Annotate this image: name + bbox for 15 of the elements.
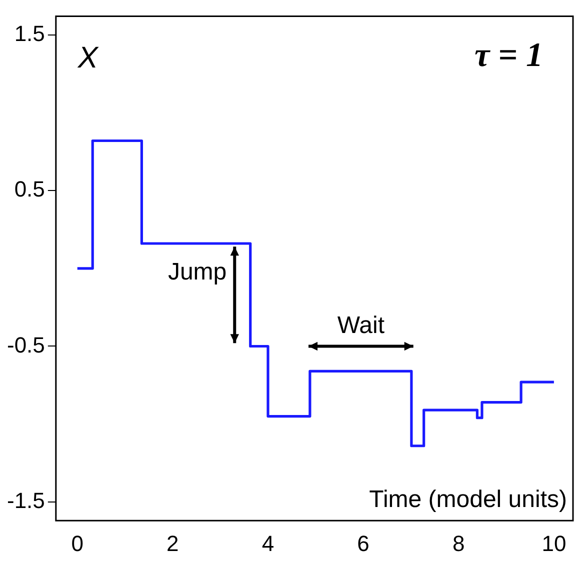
annotation: Jump	[168, 258, 227, 286]
x-tick-label: 0	[71, 530, 84, 556]
y-tick-label: -1.5	[6, 488, 45, 513]
x-tick-label: 2	[166, 530, 179, 556]
x-axis-title: Time (model units)	[369, 486, 567, 514]
y-axis-title: X	[76, 42, 99, 75]
y-tick-label: 0.5	[14, 176, 45, 202]
text: τ = 1	[474, 36, 543, 74]
x-tick-label: 6	[357, 530, 370, 556]
annotation: Wait	[337, 312, 385, 339]
x-tick-label: 10	[542, 530, 566, 556]
y-tick-label: 1.5	[14, 20, 45, 46]
x-tick-label: 4	[262, 530, 274, 556]
y-tick-label: -0.5	[6, 332, 45, 358]
x-tick-label: 8	[452, 530, 465, 556]
